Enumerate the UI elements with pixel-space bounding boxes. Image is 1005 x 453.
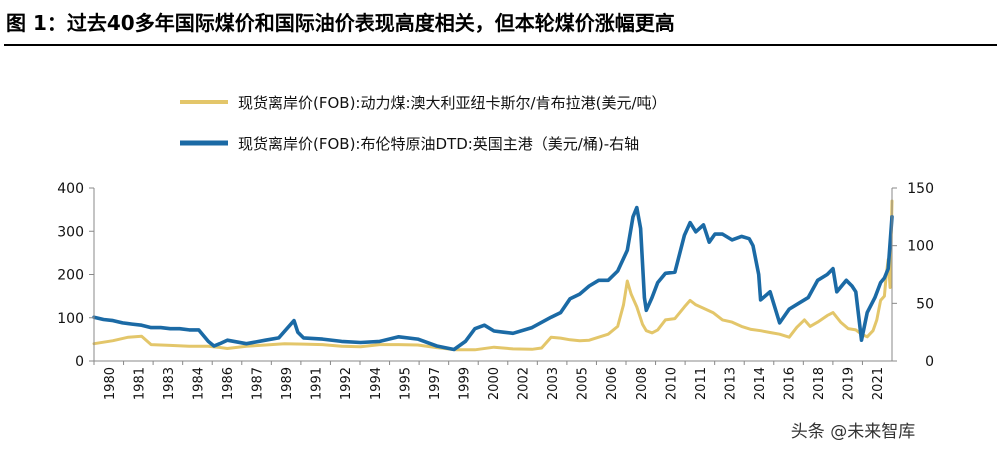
x-tick-label: 2000 <box>487 367 502 400</box>
chart-legend: 现货离岸价(FOB):动力煤:澳大利亚纽卡斯尔/肯布拉港(美元/吨） 现货离岸价(… <box>180 94 667 153</box>
left-y-tick-label: 100 <box>57 311 84 327</box>
x-tick-label: 1980 <box>103 367 118 400</box>
x-tick-label: 1997 <box>428 367 443 400</box>
plot-area <box>92 199 894 352</box>
x-tick-label: 1994 <box>369 367 384 400</box>
right-y-tick-label: 100 <box>907 239 934 255</box>
x-tick-label: 1995 <box>398 367 413 400</box>
x-tick-label: 2019 <box>842 367 857 400</box>
x-tick-label: 1989 <box>280 367 295 400</box>
x-tick-label: 1981 <box>132 367 147 400</box>
x-tick-label: 1987 <box>251 367 266 400</box>
right-y-tick-label: 50 <box>916 296 934 312</box>
legend-label-2: 现货离岸价(FOB):布伦特原油DTD:英国主港（美元/桶)-右轴 <box>238 135 639 153</box>
left-y-tick-label: 300 <box>57 224 84 240</box>
right-y-tick-label: 0 <box>925 354 934 370</box>
x-tick-label: 2021 <box>871 367 886 400</box>
legend-label-1: 现货离岸价(FOB):动力煤:澳大利亚纽卡斯尔/肯布拉港(美元/吨） <box>238 94 667 112</box>
left-y-tick-label: 400 <box>57 181 84 197</box>
x-tick-label: 2011 <box>694 367 709 400</box>
watermark: 头条 @未来智库 <box>791 422 915 442</box>
x-tick-label: 2013 <box>723 367 738 400</box>
x-tick-label: 2005 <box>576 367 591 400</box>
x-tick-label: 1999 <box>457 367 472 400</box>
x-tick-label: 2016 <box>783 367 798 400</box>
x-tick-label: 2014 <box>753 367 768 400</box>
title-divider <box>4 44 997 46</box>
x-tick-label: 2010 <box>664 367 679 400</box>
watermark-text: 头条 @未来智库 <box>791 422 915 442</box>
x-tick-label: 2018 <box>812 367 827 400</box>
x-tick-label: 1991 <box>310 367 325 400</box>
left-y-tick-label: 0 <box>75 354 84 370</box>
brent-price-line <box>92 205 894 352</box>
x-tick-label: 1992 <box>339 367 354 400</box>
right-y-tick-label: 150 <box>907 181 934 197</box>
x-tick-label: 1984 <box>191 367 206 400</box>
x-tick-label: 2008 <box>635 367 650 400</box>
x-tick-label: 2006 <box>605 367 620 400</box>
coal-price-line <box>92 199 894 352</box>
x-tick-label: 1983 <box>162 367 177 400</box>
x-tick-label: 2003 <box>546 367 561 400</box>
chart-axes: 0 100 200 300 400 0 50 100 150 1980 1981 1983 1984 19… <box>57 181 934 400</box>
figure-title: 图 1：过去40多年国际煤价和国际油价表现高度相关，但本轮煤价涨幅更高 <box>6 11 675 35</box>
x-tick-label: 1986 <box>221 367 236 400</box>
left-y-tick-label: 200 <box>57 268 84 284</box>
x-tick-label: 2002 <box>517 367 532 400</box>
